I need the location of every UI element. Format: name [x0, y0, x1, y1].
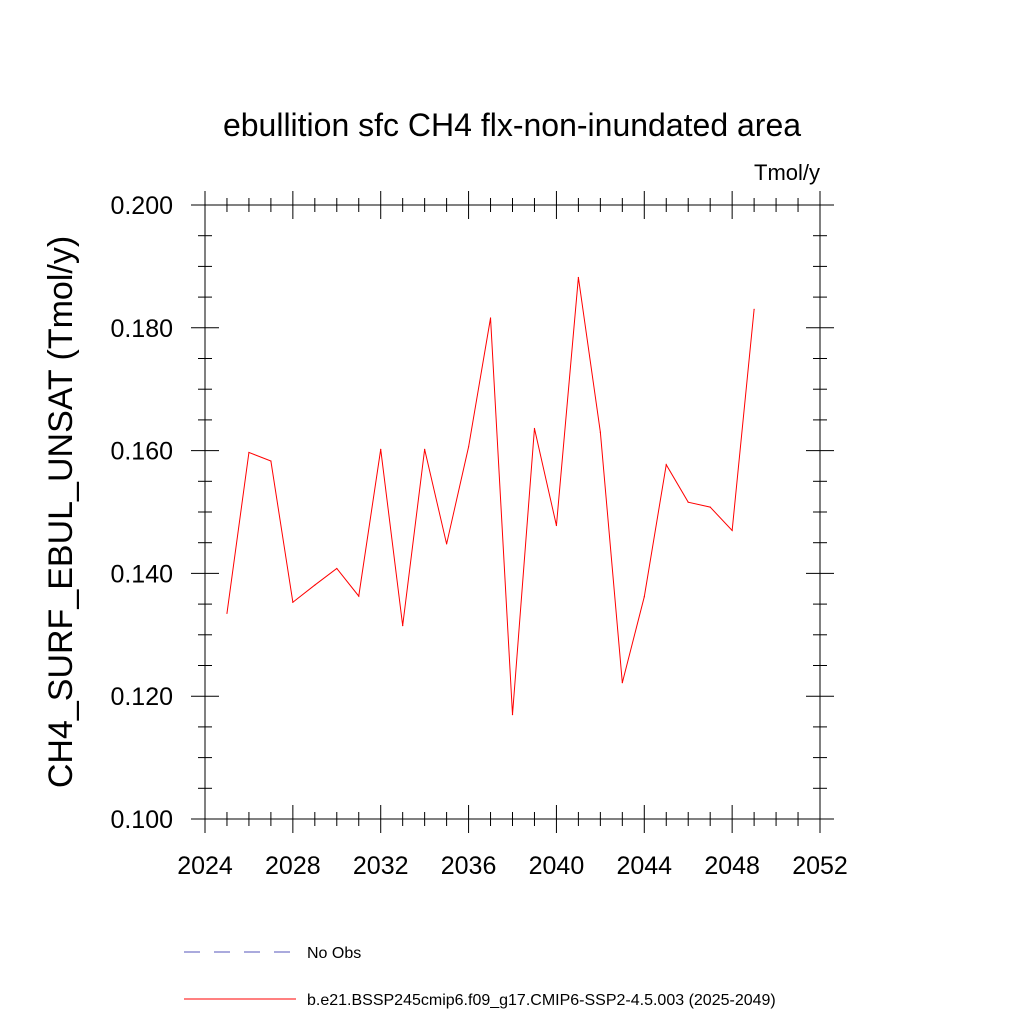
- units-label: Tmol/y: [754, 160, 820, 185]
- legend-label: b.e21.BSSP245cmip6.f09_g17.CMIP6-SSP2-4.…: [307, 992, 776, 1009]
- data-point: [270, 460, 272, 462]
- y-tick-label: 0.160: [110, 438, 173, 466]
- y-tick-label: 0.120: [110, 683, 173, 711]
- axis-ticks: [191, 191, 834, 833]
- y-tick-label: 0.100: [110, 806, 173, 834]
- tick-labels: 2024 2028 2032 2036 2040 2044 2048 2052 0.100 0.1…: [110, 192, 847, 880]
- x-tick-label: 2028: [265, 852, 321, 880]
- data-point: [314, 584, 316, 586]
- chart-title: ebullition sfc CH4 flx-non-inundated are…: [223, 107, 801, 143]
- data-point: [446, 543, 448, 545]
- data-point: [424, 448, 426, 450]
- x-tick-label: 2036: [441, 852, 497, 880]
- x-tick-label: 2032: [353, 852, 409, 880]
- data-point: [402, 624, 404, 627]
- series-layer: [226, 276, 755, 716]
- data-point: [709, 506, 711, 508]
- data-point: [292, 601, 294, 603]
- data-point: [687, 501, 689, 503]
- y-tick-label: 0.180: [110, 315, 173, 343]
- plot-frame: [204, 204, 821, 820]
- data-point: [599, 431, 601, 433]
- x-tick-label: 2052: [792, 852, 848, 880]
- y-axis-label: CH4_SURF_EBUL_UNSAT (Tmol/y): [42, 236, 80, 788]
- legend-label: No Obs: [307, 945, 361, 962]
- data-point: [226, 612, 228, 614]
- data-point: [489, 317, 492, 319]
- legend: No Obs b.e21.BSSP245cmip6.f09_g17.CMIP6-S…: [184, 945, 776, 1009]
- data-point: [753, 308, 755, 310]
- y-tick-label: 0.140: [110, 560, 173, 588]
- y-tick-label: 0.200: [110, 192, 173, 220]
- data-point: [248, 451, 250, 454]
- data-point: [358, 595, 360, 597]
- data-point: [731, 529, 733, 532]
- data-point: [643, 596, 645, 598]
- data-point: [511, 714, 514, 716]
- data-point: [467, 446, 470, 448]
- data-point: [380, 448, 382, 450]
- series-line: [226, 277, 755, 715]
- data-point: [621, 682, 623, 684]
- data-point: [336, 567, 338, 570]
- data-point: [665, 464, 667, 466]
- x-tick-label: 2024: [177, 852, 233, 880]
- x-tick-label: 2044: [616, 852, 672, 880]
- data-point: [533, 427, 536, 430]
- x-tick-label: 2040: [529, 852, 585, 880]
- data-point: [555, 524, 558, 527]
- x-tick-label: 2048: [704, 852, 760, 880]
- data-point: [577, 276, 579, 279]
